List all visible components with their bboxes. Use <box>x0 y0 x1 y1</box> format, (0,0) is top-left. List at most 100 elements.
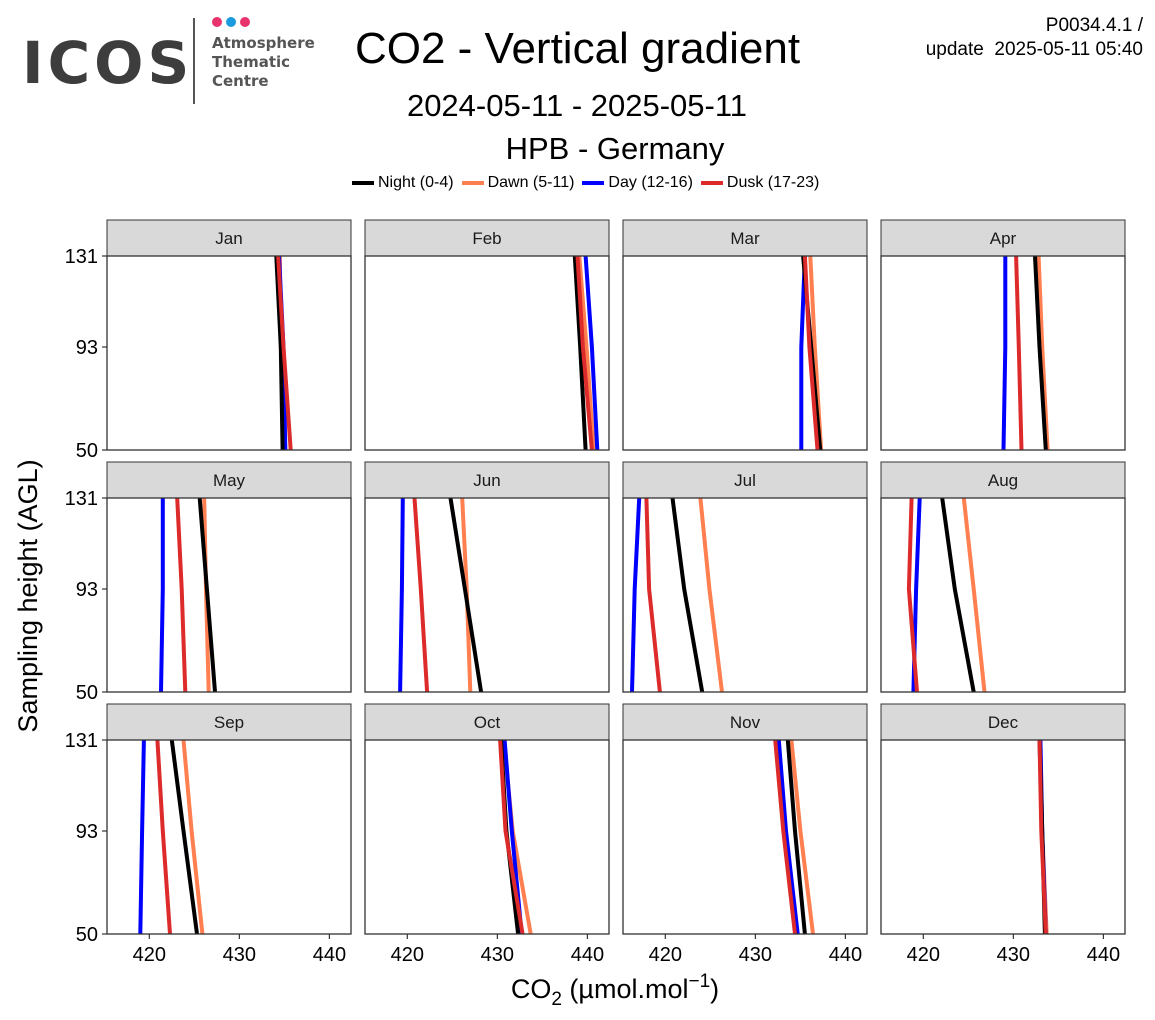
logo-divider <box>193 18 195 104</box>
series-line-dusk <box>906 497 919 693</box>
series-line-day <box>799 255 807 450</box>
product-meta: P0034.4.1 / update 2025-05-11 05:40 <box>926 14 1143 62</box>
panel-background <box>107 498 351 692</box>
x-tick-label: 420 <box>133 944 166 966</box>
y-tick-label: 93 <box>76 821 98 843</box>
logo-dot-2 <box>226 17 236 27</box>
x-tick-label: 440 <box>313 944 346 966</box>
series-line-dusk <box>412 497 430 693</box>
panel-background <box>365 256 609 450</box>
panel-background <box>365 498 609 692</box>
panel-background <box>623 256 867 450</box>
panel-border <box>364 739 610 935</box>
legend-key <box>352 181 374 185</box>
panel-border <box>880 739 1126 935</box>
series-line-night <box>670 497 705 693</box>
series-line-night <box>785 739 807 935</box>
y-tick-label: 93 <box>76 579 98 601</box>
series-line-day <box>630 497 642 693</box>
x-tick-label: 430 <box>739 944 772 966</box>
series-line-dusk <box>644 497 662 693</box>
series-line-dusk <box>498 739 525 935</box>
facet-label: Jun <box>473 471 500 490</box>
series-line-day <box>159 498 165 693</box>
x-label-close: ) <box>710 974 719 1004</box>
panel-border <box>364 255 610 451</box>
series-line-dusk <box>155 739 172 935</box>
series-line-day <box>1001 256 1008 451</box>
facet-label: Apr <box>990 229 1017 248</box>
x-tick-label: 440 <box>1087 944 1120 966</box>
x-tick-label: 440 <box>571 944 604 966</box>
y-tick-label: 131 <box>65 488 98 510</box>
icos-logo: ICOS Atmosphere Thematic Centre <box>10 12 330 107</box>
facet-label: Jul <box>734 471 756 490</box>
series-line-day <box>583 255 600 451</box>
facet-strip <box>622 219 868 257</box>
facet-strip <box>364 219 610 257</box>
series-line-night <box>1033 255 1048 451</box>
x-label-superscript: −1 <box>688 971 710 992</box>
legend-item: Day (12-16) <box>582 174 693 192</box>
legend: Night (0-4) Dawn (5-11) Day (12-16) Dusk (1… <box>352 172 827 194</box>
panel-background <box>107 740 351 934</box>
facet-label: Nov <box>730 713 761 732</box>
panel-border <box>106 255 352 451</box>
series-line-dusk <box>1037 739 1048 935</box>
facet-label: May <box>213 471 246 490</box>
facet-label: Aug <box>988 471 1018 490</box>
series-line-dusk <box>1014 255 1024 451</box>
panel-background <box>881 740 1125 934</box>
panel-border <box>622 739 868 935</box>
series-line-dawn <box>789 739 815 935</box>
facet-label: Sep <box>214 713 244 732</box>
series-line-day <box>776 739 800 935</box>
logo-wordmark: ICOS <box>22 29 194 97</box>
legend-item: Dusk (17-23) <box>700 174 819 192</box>
panel-border <box>106 497 352 693</box>
facet-strip <box>106 219 352 257</box>
panel-border <box>622 497 868 693</box>
facet-strip <box>106 461 352 499</box>
facet-label: Feb <box>472 229 501 248</box>
logo-subtitle-1: Atmosphere <box>212 34 315 52</box>
facet-strip <box>622 703 868 741</box>
x-tick-label: 430 <box>997 944 1030 966</box>
panel-background <box>881 498 1125 692</box>
panel-border <box>622 255 868 451</box>
x-label-main: CO <box>511 974 552 1004</box>
series-line-dusk <box>175 497 188 693</box>
series-line-dusk <box>276 255 293 451</box>
x-tick-label: 420 <box>907 944 940 966</box>
chart-title: CO2 - Vertical gradient <box>0 24 1155 74</box>
chart-title-text: CO2 - Vertical gradient <box>354 24 801 73</box>
facet-strip <box>364 461 610 499</box>
logo-dot-3 <box>240 17 250 27</box>
legend-key <box>461 181 484 185</box>
facet-strip <box>106 703 352 741</box>
series-line-night <box>572 255 588 451</box>
panel-background <box>623 498 867 692</box>
x-tick-label: 430 <box>481 944 514 966</box>
x-tick-label: 440 <box>829 944 862 966</box>
panel-border <box>364 497 610 693</box>
facet-strip <box>880 219 1126 257</box>
x-tick-label: 420 <box>391 944 424 966</box>
x-tick-label: 420 <box>649 944 682 966</box>
panel-background <box>107 256 351 450</box>
legend-item: Night (0-4) <box>352 174 454 192</box>
x-label-subscript: 2 <box>551 989 562 1010</box>
series-line-day <box>138 739 146 935</box>
legend-item: Dawn (5-11) <box>461 174 574 192</box>
panel-border <box>880 255 1126 451</box>
legend-key <box>582 181 605 185</box>
logo-subtitle-2: Thematic <box>212 53 291 71</box>
series-line-dusk <box>773 739 797 935</box>
product-id: P0034.4.1 / <box>1045 15 1143 36</box>
date-range: 2024-05-11 - 2025-05-11 <box>406 88 748 123</box>
panel-border <box>106 739 352 935</box>
series-line-dawn <box>181 739 205 935</box>
legend-label: Night (0-4) <box>378 174 454 191</box>
y-tick-label: 93 <box>76 337 98 359</box>
series-line-dawn <box>698 497 724 693</box>
